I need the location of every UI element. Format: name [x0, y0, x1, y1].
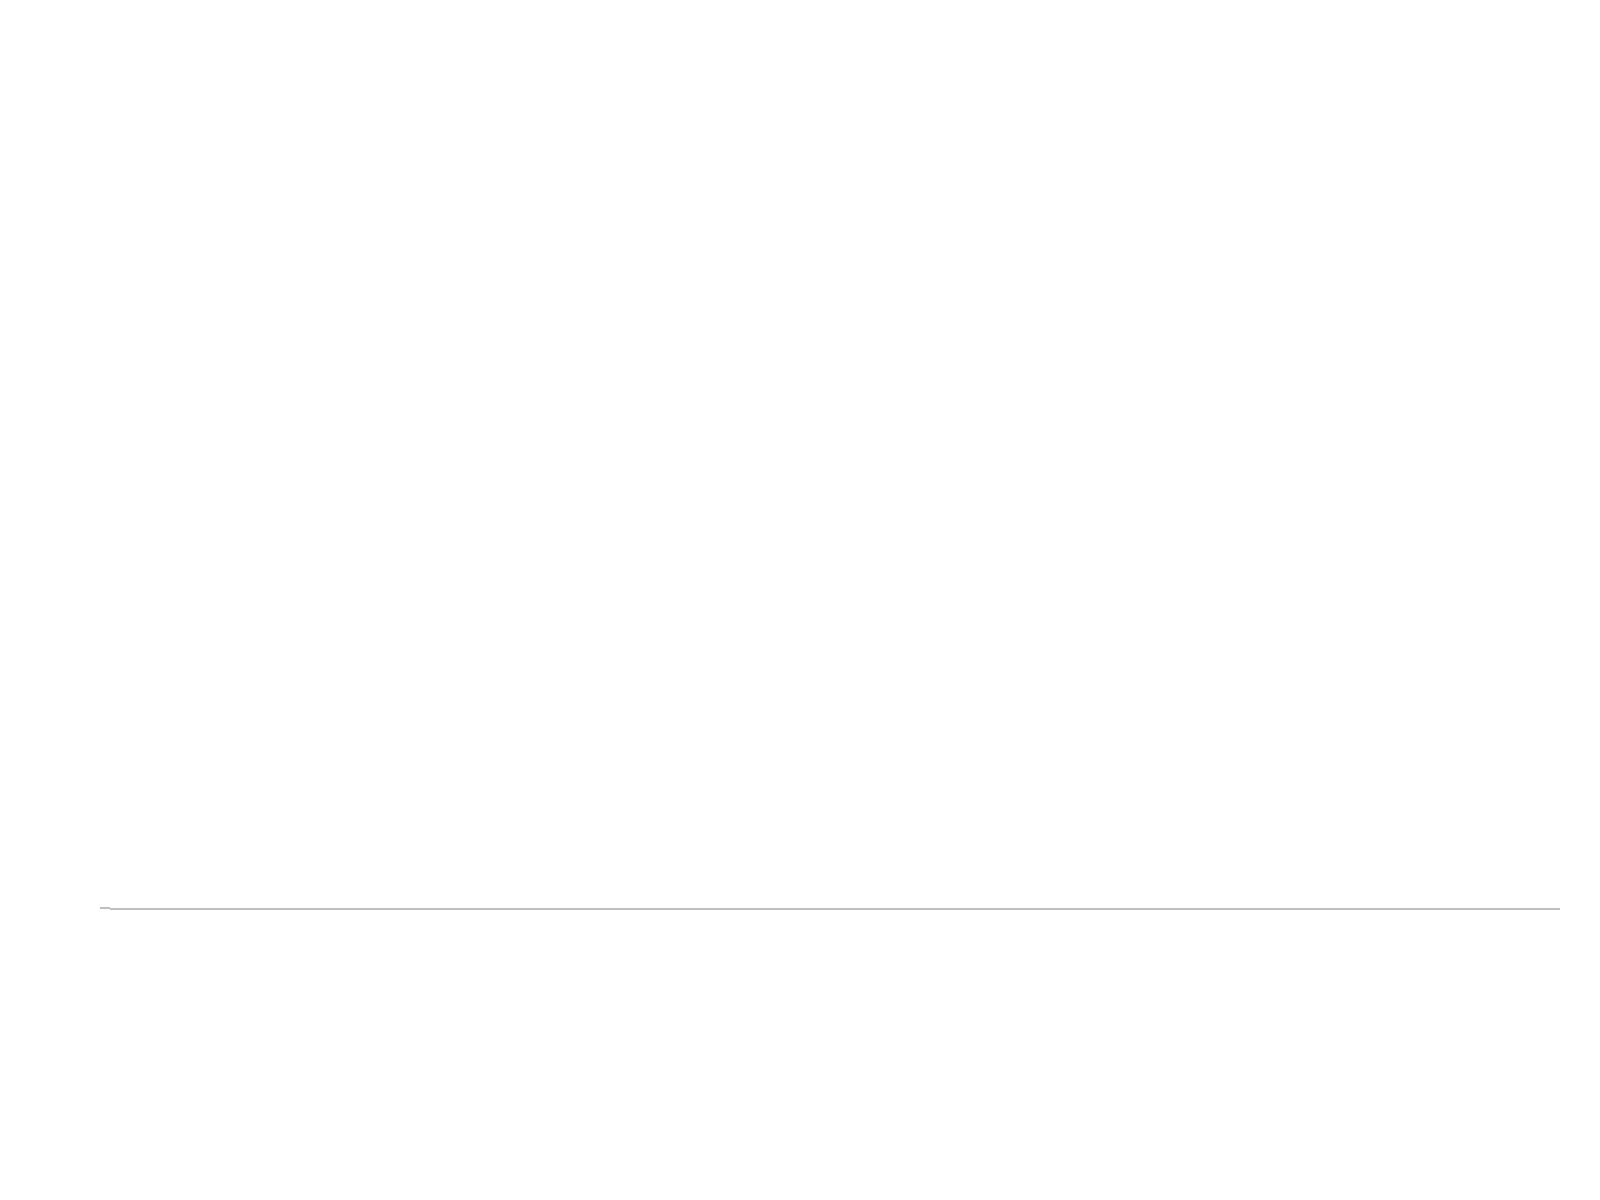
- y-axis: [30, 40, 100, 908]
- chart-container: [0, 0, 1600, 1200]
- axis-tick-mark: [100, 907, 110, 909]
- plot-area: [110, 40, 1560, 910]
- x-axis-labels: [110, 910, 1560, 922]
- bars-group: [110, 40, 1560, 908]
